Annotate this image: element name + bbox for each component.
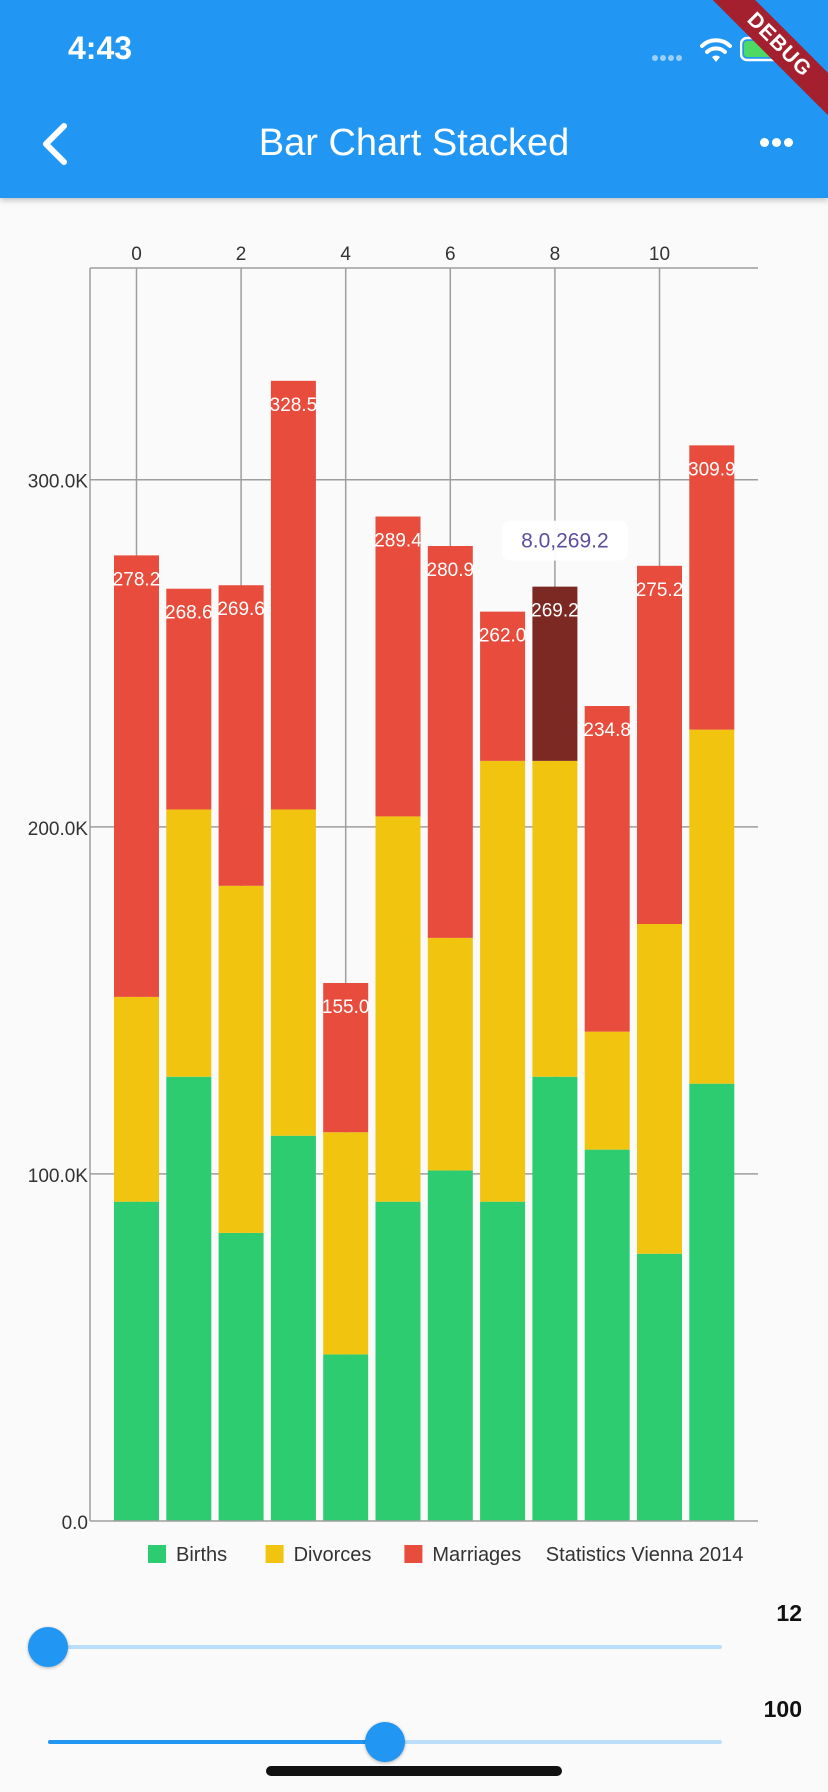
bar-marriages-11[interactable] <box>689 445 735 730</box>
chart-axes: 0.0 100.0K 200.0K 300.0K 0 2 4 6 8 10 <box>28 244 758 1534</box>
legend-label-divorces: Divorces <box>294 1544 372 1566</box>
chart-tooltip: 8.0,269.2 <box>501 520 628 561</box>
bar-divorces-4[interactable] <box>323 1132 369 1355</box>
bar-divorces-6[interactable] <box>427 937 473 1171</box>
bar-marriages-6[interactable] <box>427 546 473 938</box>
bar-births-7[interactable] <box>480 1201 526 1521</box>
bar-total-label: 278.2 <box>113 569 161 590</box>
legend-swatch-births <box>148 1545 166 1563</box>
slider-thumb[interactable] <box>28 1627 68 1667</box>
x-tick-label: 2 <box>236 244 247 265</box>
x-tick-label: 6 <box>445 244 456 265</box>
scale-slider[interactable] <box>30 1712 740 1772</box>
bar-divorces-7[interactable] <box>480 760 526 1202</box>
bar-divorces-11[interactable] <box>689 729 735 1084</box>
bar-births-11[interactable] <box>689 1083 735 1521</box>
bar-marriages-7[interactable] <box>480 611 526 761</box>
bar-births-2[interactable] <box>218 1232 264 1521</box>
legend-label-births: Births <box>176 1544 227 1566</box>
bar-births-0[interactable] <box>114 1201 159 1521</box>
y-tick-label: 200.0K <box>28 819 89 840</box>
bar-marriages-0[interactable] <box>114 555 159 997</box>
bar-total-label: 268.6 <box>165 603 213 624</box>
slider-track[interactable] <box>48 1645 722 1649</box>
bar-births-8[interactable] <box>532 1076 578 1521</box>
bar-total-label: 269.2 <box>531 601 579 622</box>
wifi-icon <box>700 38 732 62</box>
status-time: 4:43 <box>68 30 133 66</box>
bar-total-label: 269.6 <box>217 599 265 620</box>
legend-title: Statistics Vienna 2014 <box>546 1544 744 1566</box>
bar-marriages-2[interactable] <box>218 585 264 886</box>
chart-legend: Births Divorces Marriages Statistics Vienna… <box>148 1544 743 1566</box>
bar-total-label: 262.0 <box>479 626 527 647</box>
bar-marriages-4[interactable] <box>323 983 369 1133</box>
bar-total-label: 309.9 <box>688 459 736 480</box>
back-arrow-icon[interactable] <box>38 120 74 168</box>
tooltip-box <box>501 520 628 561</box>
bar-marriages-9[interactable] <box>584 706 630 1032</box>
bar-count-slider[interactable] <box>28 1617 740 1677</box>
bar-total-label: 155.0 <box>322 997 370 1018</box>
slider-thumb[interactable] <box>365 1722 405 1762</box>
bar-divorces-9[interactable] <box>584 1031 630 1150</box>
bar-divorces-2[interactable] <box>218 885 264 1233</box>
bar-total-label: 275.2 <box>636 580 684 601</box>
page-title: Bar Chart Stacked <box>258 122 570 164</box>
bar-births-5[interactable] <box>375 1201 421 1521</box>
bar-divorces-3[interactable] <box>270 809 316 1136</box>
bar-total-label: 328.5 <box>270 395 318 416</box>
bar-marriages-10[interactable] <box>637 565 682 925</box>
bar-marriages-5[interactable] <box>375 516 421 817</box>
legend-label-marriages: Marriages <box>432 1544 521 1566</box>
x-tick-label: 4 <box>340 244 351 265</box>
bar-divorces-8[interactable] <box>532 760 578 1077</box>
y-tick-label: 0.0 <box>62 1513 88 1534</box>
slider-fill <box>48 1740 385 1744</box>
bar-total-label: 280.9 <box>427 560 475 581</box>
bar-births-6[interactable] <box>427 1170 473 1521</box>
x-tick-label: 0 <box>131 244 142 265</box>
x-tick-label: 10 <box>649 244 670 265</box>
x-tick-label: 8 <box>550 244 561 265</box>
y-tick-label: 100.0K <box>28 1166 89 1187</box>
legend-swatch-divorces <box>265 1545 284 1563</box>
home-indicator <box>266 1766 562 1776</box>
bar-divorces-10[interactable] <box>637 924 682 1254</box>
tooltip-text: 8.0,269.2 <box>521 530 609 553</box>
bar-divorces-5[interactable] <box>375 816 421 1202</box>
scale-value: 100 <box>763 1696 802 1722</box>
app-bar: 4:43 DEBUG Bar Chart Stacked <box>0 0 828 198</box>
bar-births-9[interactable] <box>584 1149 630 1521</box>
more-icon[interactable] <box>760 134 800 154</box>
bar-divorces-0[interactable] <box>114 996 159 1202</box>
chart-bars[interactable] <box>114 380 735 1521</box>
bar-total-label: 289.4 <box>374 531 422 552</box>
bar-births-10[interactable] <box>637 1253 682 1521</box>
bar-count-value: 12 <box>776 1600 802 1626</box>
bar-marriages-1[interactable] <box>166 588 212 810</box>
signal-icon <box>652 48 686 61</box>
legend-swatch-marriages <box>404 1545 423 1563</box>
bar-births-3[interactable] <box>270 1135 316 1521</box>
bar-marriages-8[interactable] <box>532 586 578 761</box>
bar-births-1[interactable] <box>166 1076 212 1521</box>
bar-births-4[interactable] <box>323 1354 369 1521</box>
bar-total-label: 234.8 <box>583 720 631 741</box>
bar-marriages-3[interactable] <box>270 380 316 810</box>
y-tick-label: 300.0K <box>28 472 89 493</box>
bar-divorces-1[interactable] <box>166 809 212 1077</box>
